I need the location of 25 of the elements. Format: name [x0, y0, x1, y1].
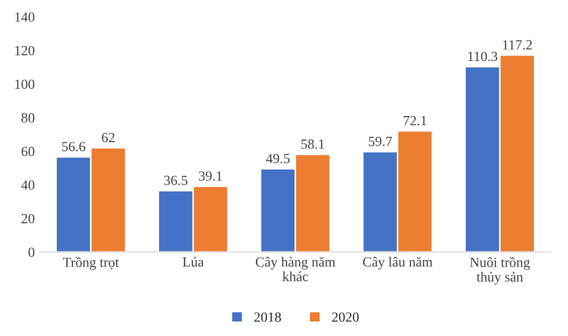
- data-label: 49.5: [266, 154, 290, 164]
- x-tick-label: Lúa: [182, 256, 204, 267]
- x-tick-label: Nuôi trồng thủy sản: [470, 256, 530, 284]
- y-tick-label: 80: [22, 113, 34, 123]
- data-label: 36.5: [164, 176, 188, 186]
- y-tick-label: 40: [21, 180, 34, 190]
- y-tick-label: 20: [22, 214, 34, 224]
- x-tick-label: Cây hàng năm khác: [256, 256, 336, 282]
- y-tick-label: 100: [15, 80, 34, 89]
- legend-label: 2018: [254, 312, 281, 322]
- y-tick-label: 0: [28, 248, 34, 257]
- data-label: 72.1: [404, 116, 426, 126]
- data-label: 56.6: [62, 142, 86, 152]
- x-tick-label: Cây lâu năm: [363, 256, 432, 270]
- data-label: 62: [102, 132, 114, 142]
- y-tick-label: 140: [15, 12, 34, 22]
- data-label: 39.1: [199, 171, 222, 181]
- x-tick-label: Trồng trọt: [63, 256, 119, 270]
- y-tick-label: 120: [15, 46, 34, 56]
- data-label: 59.7: [368, 136, 392, 146]
- data-label: 117.2: [503, 40, 532, 50]
- y-tick-label: 60: [22, 146, 34, 156]
- data-label: 58.1: [301, 139, 324, 149]
- data-label: 110.3: [468, 52, 498, 62]
- legend-label: 2020: [332, 312, 359, 322]
